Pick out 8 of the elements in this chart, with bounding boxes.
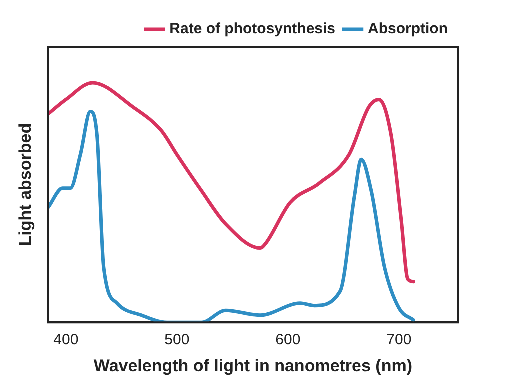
x-axis-title: Wavelength of light in nanometres (nm) bbox=[94, 356, 413, 376]
x-tick-label: 500 bbox=[164, 332, 190, 349]
y-axis-title: Light absorbed bbox=[16, 123, 35, 246]
x-tick-label: 700 bbox=[386, 332, 412, 349]
x-tick-label: 400 bbox=[54, 332, 79, 349]
legend-label: Absorption bbox=[368, 20, 448, 38]
x-tick-label: 600 bbox=[276, 332, 301, 349]
legend-label: Rate of photosynthesis bbox=[170, 20, 336, 38]
